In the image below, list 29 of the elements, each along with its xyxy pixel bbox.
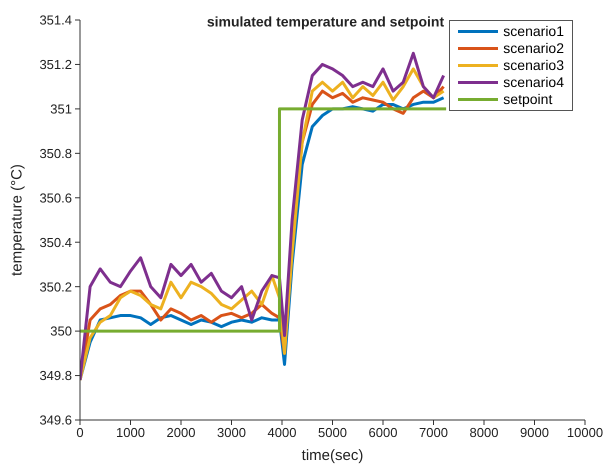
x-tick-label: 3000	[217, 425, 246, 440]
y-tick-label: 351.4	[39, 12, 72, 28]
y-axis-title: temperature (°C)	[8, 164, 26, 276]
y-tick-label: 349.8	[39, 368, 72, 384]
y-tick-label: 351	[50, 102, 72, 117]
legend-label: scenario1	[503, 23, 564, 40]
y-tick-label: 350.6	[39, 190, 72, 206]
x-axis-title: time(sec)	[302, 447, 364, 464]
y-tick-label: 350	[50, 324, 72, 339]
y-tick-label: 351.2	[39, 57, 72, 72]
x-tick-label: 9000	[520, 425, 549, 440]
x-tick-label: 0	[76, 425, 84, 440]
x-tick-label: 5000	[318, 425, 347, 440]
x-tick-label: 8000	[470, 425, 498, 440]
x-tick-label: 4000	[268, 425, 296, 440]
x-tick-label: 10000	[566, 425, 604, 440]
legend-label: scenario3	[503, 57, 564, 74]
legend-label: scenario4	[503, 74, 564, 91]
legend-label: setpoint	[503, 91, 552, 108]
x-tick-label: 6000	[368, 425, 398, 440]
x-tick-label: 7000	[419, 425, 448, 440]
y-tick-label: 350.8	[39, 146, 72, 161]
x-tick-label: 1000	[116, 425, 145, 440]
y-tick-label: 350.4	[39, 234, 72, 250]
y-tick-label: 350.2	[39, 279, 72, 294]
x-tick-label: 2000	[166, 425, 196, 440]
chart-title: simulated temperature and setpoint	[206, 13, 444, 30]
y-tick-label: 349.6	[39, 412, 72, 428]
legend-label: scenario2	[503, 40, 564, 57]
